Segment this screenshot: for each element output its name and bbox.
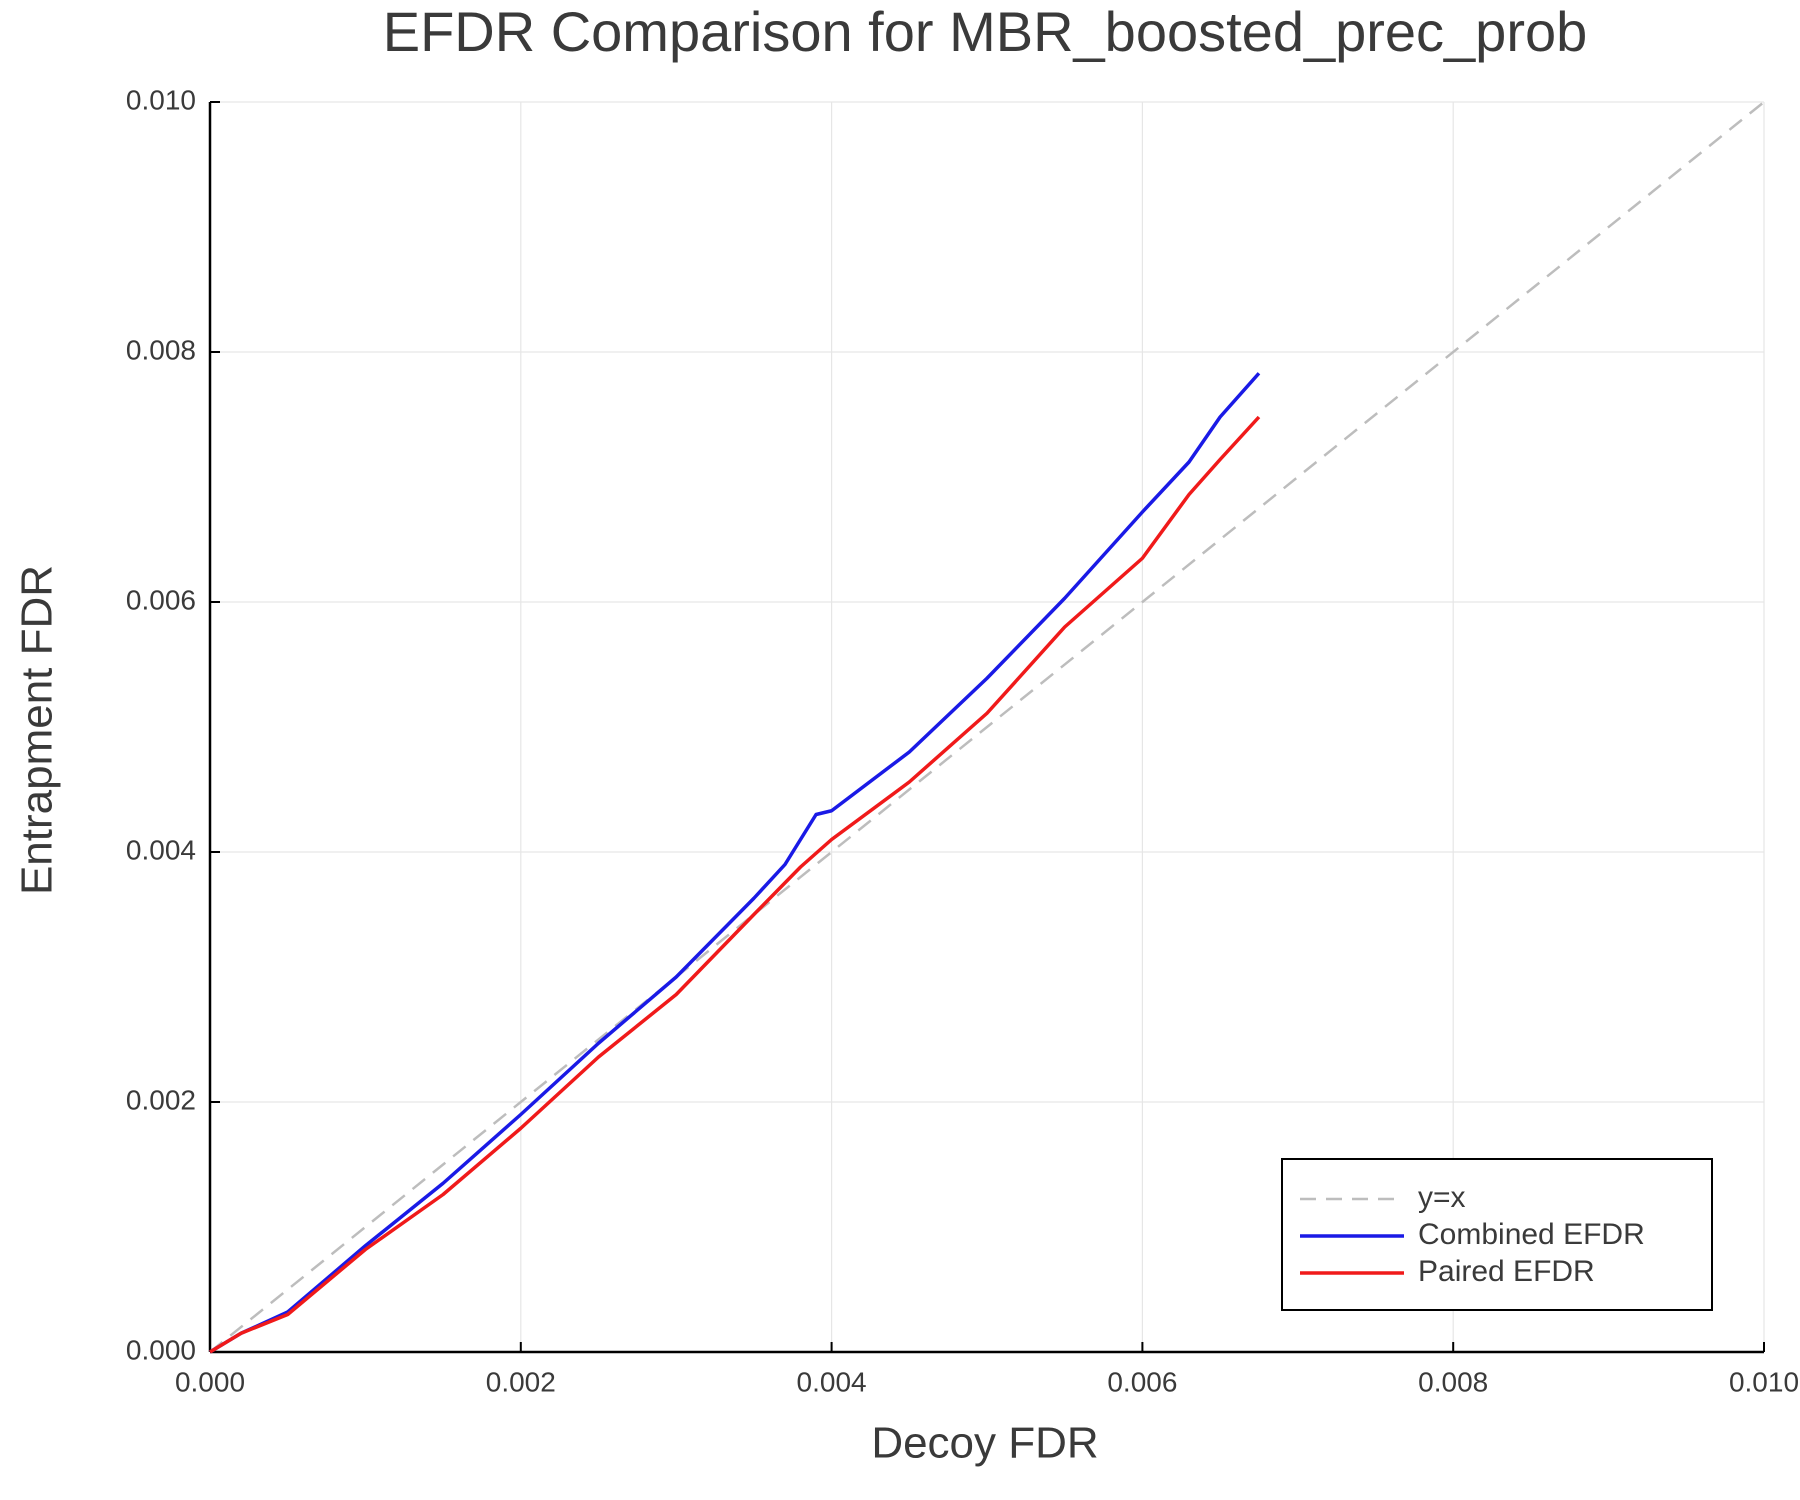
y-tick-label: 0.010: [126, 84, 196, 115]
line-series: [209, 372, 1261, 1354]
legend-box: [1281, 1158, 1713, 1311]
y-tick-label: 0.002: [126, 1084, 196, 1115]
y-tick-label: 0.008: [126, 334, 196, 365]
x-tick-label: 0.000: [175, 1366, 245, 1397]
x-tick-label: 0.004: [797, 1366, 867, 1397]
line-series: [209, 101, 1765, 1353]
chart-title: EFDR Comparison for MBR_boosted_prec_pro…: [383, 0, 1588, 63]
line-series: [209, 415, 1261, 1354]
y-tick-label: 0.000: [126, 1334, 196, 1365]
y-axis-label: Entrapment FDR: [13, 565, 62, 895]
x-tick-label: 0.006: [1107, 1366, 1177, 1397]
legend-label: y=x: [1418, 1181, 1466, 1214]
x-axis-label: Decoy FDR: [871, 1419, 1098, 1468]
x-tick-label: 0.008: [1418, 1366, 1488, 1397]
y-tick-label: 0.004: [126, 834, 196, 865]
x-tick-label: 0.002: [486, 1366, 556, 1397]
legend-label: Combined EFDR: [1418, 1218, 1645, 1251]
y-tick-label: 0.006: [126, 584, 196, 615]
x-tick-label: 0.010: [1729, 1366, 1799, 1397]
legend-label: Paired EFDR: [1418, 1255, 1595, 1288]
